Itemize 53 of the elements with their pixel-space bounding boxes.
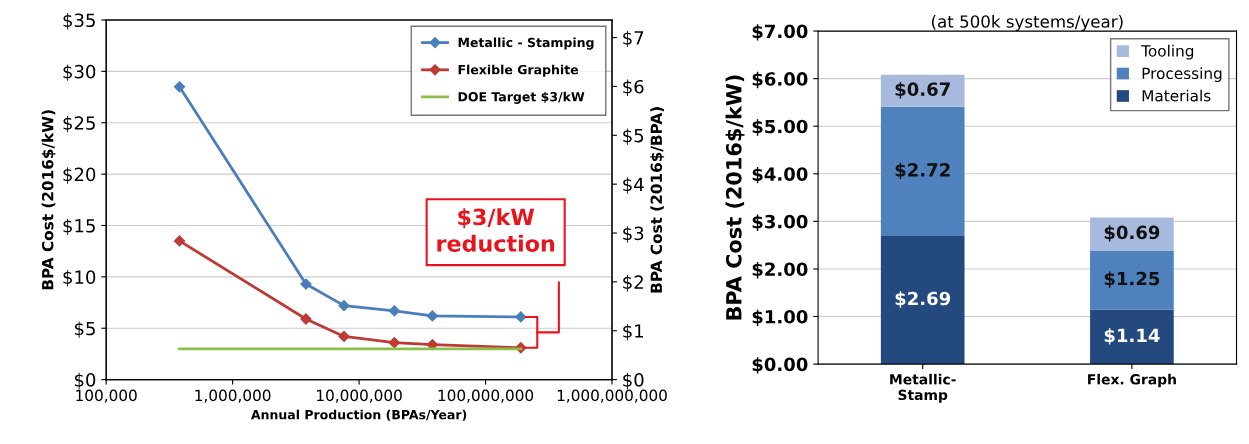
y-tick-label: $3.00 [752,214,808,231]
x-tick-label: Metallic- Stamp [890,373,956,403]
data-label: $0.67 [895,82,950,99]
y-tick-label: $30 [63,64,96,81]
chart-title: (at 500k systems/year) [931,14,1123,32]
bar [880,236,965,365]
y-tick-label: $10 [63,270,96,287]
data-label: $2.69 [895,291,951,308]
legend-label: DOE Target $3/kW [458,91,585,104]
x-tick-label: 1,000,000 [195,389,271,403]
y2-tick-label: $0 [623,372,644,390]
legend-label: Flexible Graphite [458,64,579,77]
legend-label: Metallic - Stamping [458,37,594,50]
data-label: $2.72 [895,162,950,180]
y2-tick-label: $5 [623,128,644,145]
legend-label: Processing [1142,67,1222,83]
x-tick-label: 10,000,000 [317,389,402,403]
y-axis-title: BPA Cost (2016$/kW) [725,75,745,320]
y2-tick-label: $2 [623,275,643,292]
y-tick-label: $25 [63,115,95,133]
y2-axis-title: BPA Cost (2016$/BPA) [650,107,665,293]
y-tick-label: $4.00 [752,166,808,184]
y-tick-label: $20 [63,167,96,184]
y-tick-label: $6.00 [752,71,808,89]
data-label: $1.25 [1104,271,1160,288]
y-tick-label: $35 [63,13,95,30]
y-tick-label: $0.00 [752,357,808,374]
legend-label: Tooling [1141,44,1194,60]
annotation: $3/kW reduction [437,208,555,252]
x-tick-label: 100,000,000 [438,389,534,403]
y-tick-label: $2.00 [752,262,808,279]
bar [1090,250,1174,310]
y-axis-title: BPA Cost (2016$/kW) [41,110,56,290]
x-tick-label: 1,000,000,000 [557,389,667,403]
x-axis-title: Annual Production (BPAs/Year) [250,409,467,421]
y-tick-label: $7.00 [752,24,808,41]
y-tick-label: $15 [63,218,95,235]
y2-tick-label: $1 [623,323,644,341]
y2-tick-label: $3 [623,226,644,243]
bar [880,106,965,237]
y-tick-label: $5 [74,321,95,338]
data-label: $1.14 [1104,328,1160,345]
data-label: $0.69 [1104,225,1160,242]
y-tick-label: $1.00 [752,309,808,327]
y2-tick-label: $7 [623,30,644,48]
x-tick-label: Flex. Graph [1088,373,1176,388]
y2-tick-label: $4 [623,177,644,194]
bar [1090,309,1174,365]
y-tick-label: $5.00 [752,119,808,136]
x-tick-label: 100,000 [76,389,137,403]
y2-tick-label: $6 [623,79,644,96]
y-tick-label: $0 [74,372,96,390]
legend-label: Materials [1142,89,1211,102]
